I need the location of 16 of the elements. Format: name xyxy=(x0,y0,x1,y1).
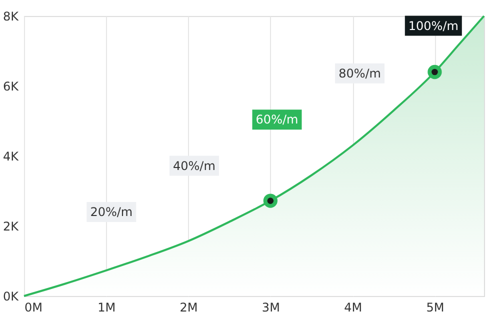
x-tick-label: 2M xyxy=(180,300,198,314)
y-tick-label: 6K xyxy=(2,80,20,94)
annotation: 80%/m xyxy=(338,66,382,80)
annotation: 60%/m xyxy=(256,112,298,127)
y-tick-label: 8K xyxy=(2,10,20,24)
x-tick-label: 0M xyxy=(24,300,42,314)
x-tick-label: 1M xyxy=(98,300,116,314)
annotation: 40%/m xyxy=(172,158,216,173)
x-tick-label: 4M xyxy=(344,300,362,314)
x-tick-label: 5M xyxy=(426,300,444,314)
y-tick-label: 0K xyxy=(2,290,20,304)
annotation: 100%/m xyxy=(408,18,458,33)
y-tick-label: 4K xyxy=(2,150,20,164)
annotation: 20%/m xyxy=(90,205,133,219)
y-tick-label: 2K xyxy=(2,220,20,234)
x-tick-label: 3M xyxy=(262,300,280,314)
